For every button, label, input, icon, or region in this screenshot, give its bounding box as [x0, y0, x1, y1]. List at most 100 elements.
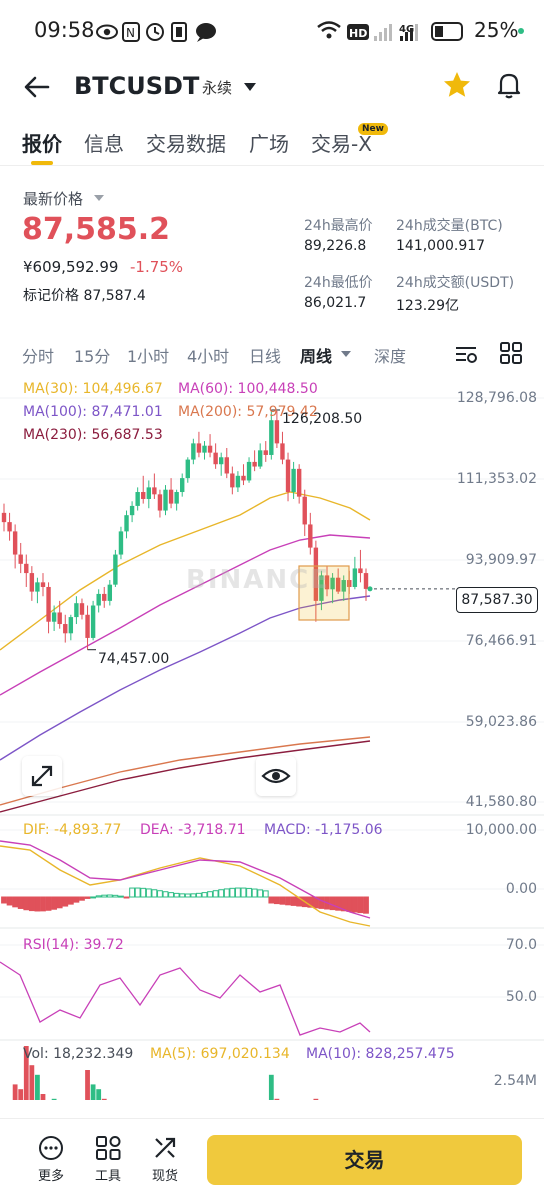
new-badge: New	[358, 123, 388, 135]
status-time: 09:58	[34, 18, 95, 42]
macd-dif-legend: DIF: -4,893.77	[23, 822, 122, 838]
symbol-title[interactable]: BTCUSDT	[74, 72, 200, 100]
highlight-box	[298, 565, 350, 621]
candle-body	[102, 593, 107, 601]
last-price-label[interactable]: 最新价格	[23, 190, 84, 208]
candle-body	[285, 459, 291, 493]
chart-gridlines	[0, 397, 544, 1041]
macd-bar	[84, 896, 91, 899]
candle-body	[107, 584, 113, 601]
svg-text:HD: HD	[349, 27, 367, 40]
candle-body	[252, 461, 257, 467]
more-icon[interactable]	[34, 1135, 68, 1161]
volume-bar	[23, 1046, 29, 1100]
spot-swap-icon[interactable]	[148, 1135, 182, 1161]
price-axis-label: 128,796.08	[456, 390, 537, 406]
interval-1h[interactable]: 1小时	[127, 347, 170, 366]
interval-dropdown-icon[interactable]	[341, 351, 351, 357]
macd-bar	[268, 896, 275, 904]
macd-bar	[1, 896, 7, 904]
interval-1w[interactable]: 周线	[300, 347, 333, 366]
vol-btc-value: 141,000.917	[396, 238, 486, 254]
mark-price: 标记价格 87,587.4	[23, 285, 146, 305]
bell-icon[interactable]	[494, 70, 524, 100]
layout-grid-icon[interactable]	[498, 340, 524, 366]
candle-body	[129, 505, 135, 516]
tab-quote[interactable]: 报价	[22, 132, 62, 156]
candle-body	[118, 531, 124, 555]
macd-bar	[246, 887, 252, 898]
candle-body	[12, 531, 18, 555]
cny-price: ¥609,592.99	[23, 258, 119, 276]
candle-body	[152, 487, 157, 495]
kline-chart[interactable]	[0, 376, 544, 1100]
tab-square[interactable]: 广场	[249, 132, 289, 156]
rsi-axis-label: 70.0	[505, 937, 537, 953]
macd-bar	[34, 896, 41, 912]
indicator-settings-icon[interactable]	[452, 340, 480, 368]
fullscreen-button[interactable]	[22, 756, 62, 796]
candle-body	[341, 580, 346, 592]
vol-usdt-value: 123.29亿	[396, 298, 459, 314]
ma230-legend: MA(230): 56,687.53	[23, 427, 163, 443]
candle-body	[246, 461, 252, 481]
tab-info[interactable]: 信息	[84, 132, 124, 156]
macd-bar	[40, 896, 46, 912]
ma60-legend: MA(60): 100,448.50	[178, 381, 318, 397]
macd-bar	[101, 894, 108, 898]
interval-depth[interactable]: 深度	[374, 347, 407, 366]
candle-body	[68, 617, 74, 634]
more-label[interactable]: 更多	[37, 1169, 64, 1184]
macd-bar	[162, 891, 169, 898]
candle-body	[280, 443, 285, 460]
macd-bar	[17, 896, 24, 909]
macd-dea-legend: DEA: -3,718.71	[140, 822, 246, 838]
candle-body	[263, 450, 268, 455]
mark-price-value: 87,587.4	[83, 288, 146, 304]
low-24h-label: 24h最低价	[304, 275, 373, 291]
mark-price-label: 标记价格	[23, 288, 79, 304]
rsi-pane	[0, 961, 371, 1036]
macd-bar	[296, 896, 303, 907]
binance-watermark: BINANCE	[186, 565, 330, 595]
candle-body	[335, 577, 341, 592]
current-price-dot	[367, 586, 373, 592]
contract-type[interactable]: 永续	[202, 79, 233, 97]
volume-bar	[51, 1098, 57, 1100]
candle-body	[269, 420, 274, 455]
macd-bar	[79, 896, 85, 901]
candle-body	[90, 605, 96, 638]
status-notification-icons: N	[96, 22, 216, 42]
ma200-legend: MA(200): 57,979.42	[178, 404, 318, 420]
favorite-star-icon[interactable]	[442, 70, 472, 100]
volume-axis-label: 2.54M	[493, 1073, 537, 1089]
price-axis-label: 59,023.86	[465, 714, 537, 730]
high-24h-value: 89,226.8	[304, 238, 367, 254]
price-change: -1.75%	[130, 258, 184, 276]
eye-icon	[261, 768, 291, 784]
macd-bar	[329, 896, 336, 911]
tab-trading-data[interactable]: 交易数据	[146, 132, 226, 156]
macd-bar	[56, 896, 63, 909]
tools-icon[interactable]	[91, 1135, 125, 1161]
macd-bar	[23, 896, 30, 911]
candle-body	[63, 624, 68, 634]
current-price-tag: 87,587.30	[456, 587, 538, 613]
spot-label[interactable]: 现货	[151, 1169, 178, 1184]
candle-body	[319, 575, 324, 601]
toggle-visibility-button[interactable]	[256, 756, 296, 796]
tab-trade-x[interactable]: 交易-X	[311, 132, 372, 156]
back-arrow-icon[interactable]	[22, 72, 52, 102]
volume-ma10-legend: MA(10): 828,257.475	[306, 1046, 455, 1062]
interval-15m[interactable]: 15分	[74, 347, 111, 366]
candle-body	[257, 450, 263, 467]
volume-bar	[101, 1098, 107, 1100]
symbol-dropdown-icon[interactable]	[244, 83, 256, 91]
interval-1d[interactable]: 日线	[249, 347, 282, 366]
trade-button[interactable]: 交易	[207, 1135, 522, 1185]
macd-bar	[90, 896, 97, 899]
last-price-dropdown-icon[interactable]	[94, 195, 104, 201]
interval-4h[interactable]: 4小时	[187, 347, 230, 366]
tools-label[interactable]: 工具	[94, 1169, 121, 1184]
interval-time[interactable]: 分时	[22, 347, 55, 366]
